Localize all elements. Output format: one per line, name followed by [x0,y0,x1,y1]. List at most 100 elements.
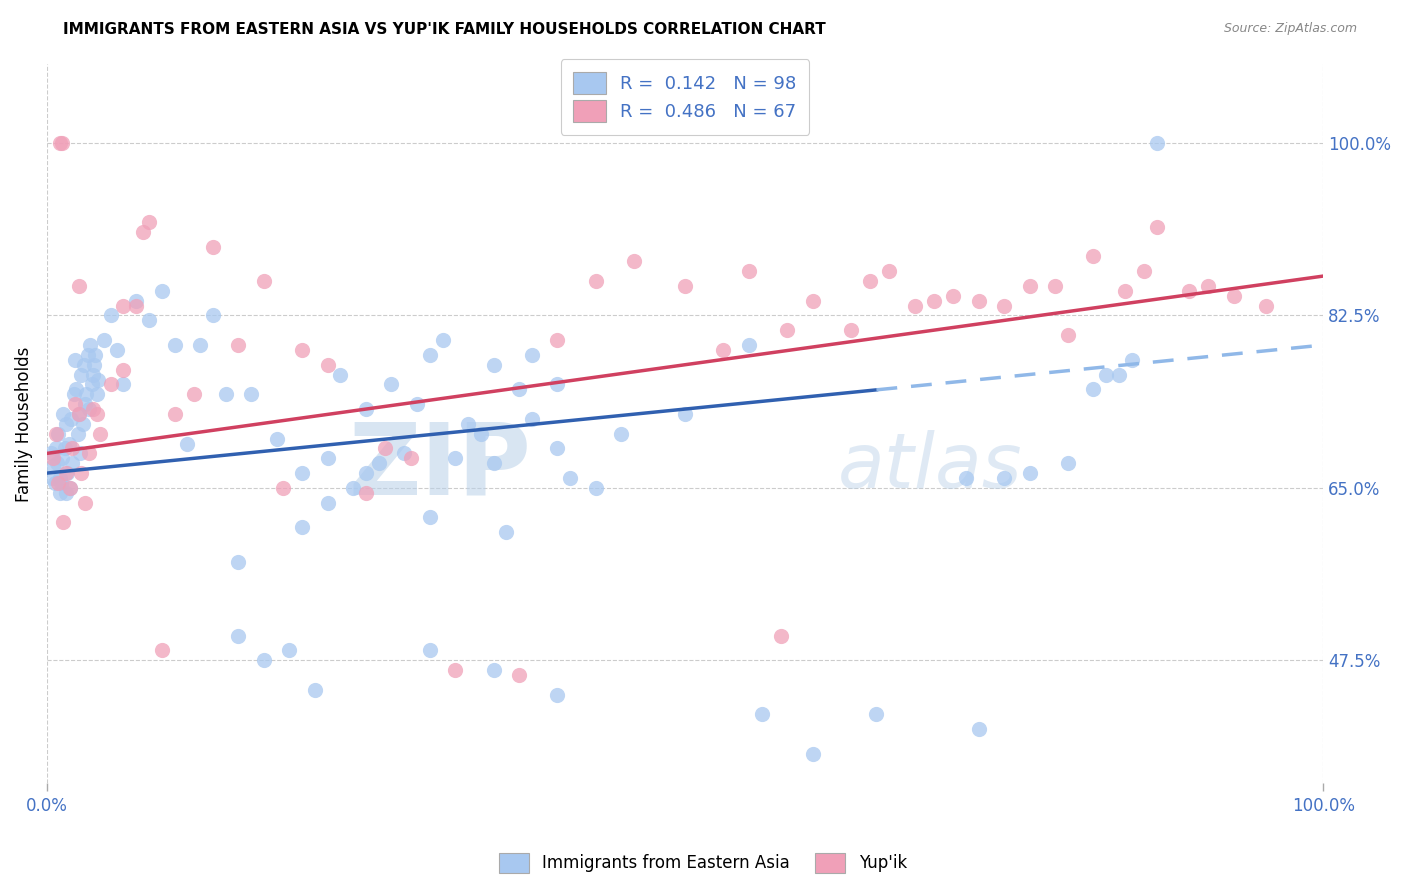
Text: ZIP: ZIP [349,418,531,516]
Point [228,555,250,569]
Point [62,442,84,456]
Point [150,284,173,298]
Point [138,215,160,229]
Point [51,136,73,150]
Point [82,402,104,417]
Point [546,688,568,702]
Point [240,387,263,401]
Point [93,333,115,347]
Point [60,412,83,426]
Point [53,442,76,456]
Point [738,264,761,278]
Point [967,722,990,736]
Point [65,383,87,397]
Point [59,481,82,495]
Point [48,136,70,150]
Point [55,466,77,480]
Point [955,471,977,485]
Point [80,377,103,392]
Point [865,707,887,722]
Point [546,333,568,347]
Point [444,451,467,466]
Point [482,358,505,372]
Point [63,352,86,367]
Point [399,451,422,466]
Point [329,368,352,382]
Point [55,485,77,500]
Point [904,299,927,313]
Point [253,653,276,667]
Point [87,372,110,386]
Point [432,333,454,347]
Point [58,436,80,450]
Point [163,407,186,421]
Point [419,348,441,362]
Point [62,456,84,470]
Point [77,402,100,417]
Point [291,466,314,480]
Legend: Immigrants from Eastern Asia, Yup'ik: Immigrants from Eastern Asia, Yup'ik [492,847,914,880]
Point [48,471,70,485]
Point [342,481,364,495]
Point [374,442,396,456]
Point [75,397,97,411]
Point [41,471,63,485]
Point [1223,289,1246,303]
Point [922,293,945,308]
Point [75,387,97,401]
Point [942,289,965,303]
Point [1057,456,1080,470]
Point [73,358,96,372]
Point [291,520,314,534]
Point [76,348,98,362]
Point [52,407,75,421]
Point [354,402,377,417]
Point [67,279,90,293]
Point [482,663,505,677]
Point [769,629,792,643]
Point [45,442,67,456]
Point [100,377,122,392]
Point [55,417,77,431]
Point [63,397,86,411]
Point [48,485,70,500]
Point [49,475,72,490]
Point [214,387,236,401]
Point [1114,284,1136,298]
Point [1083,383,1105,397]
Point [380,377,402,392]
Point [48,475,70,490]
Point [42,459,65,474]
Point [89,426,111,441]
Point [82,368,104,382]
Point [86,387,108,401]
Point [457,417,479,431]
Point [585,481,607,495]
Point [1095,368,1118,382]
Point [183,387,205,401]
Point [560,471,582,485]
Point [1146,136,1168,150]
Point [70,466,93,480]
Point [131,225,153,239]
Point [406,397,429,411]
Point [316,358,339,372]
Point [51,451,73,466]
Point [877,264,900,278]
Point [520,412,543,426]
Point [993,471,1015,485]
Point [482,456,505,470]
Point [993,299,1015,313]
Point [271,481,294,495]
Point [79,338,101,352]
Point [1018,466,1040,480]
Point [1108,368,1130,382]
Point [66,426,89,441]
Point [367,456,389,470]
Point [86,407,108,421]
Point [84,348,107,362]
Point [801,293,824,308]
Text: atlas: atlas [838,430,1022,504]
Point [546,442,568,456]
Point [1018,279,1040,293]
